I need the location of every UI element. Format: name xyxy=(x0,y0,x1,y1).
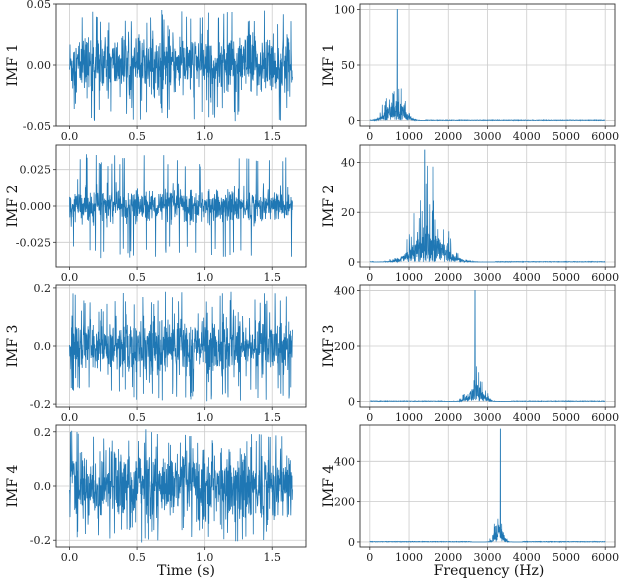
spec-imf-1-ytick-label-2: 100 xyxy=(334,4,355,17)
time-imf-4-ylabel: IMF 4 xyxy=(5,464,21,507)
spec-imf-3-xtick-label-0: 0 xyxy=(366,411,373,424)
spec-imf-3-ytick-label-0: 0 xyxy=(348,395,355,408)
time-imf-1-ylabel: IMF 1 xyxy=(5,44,21,87)
spec-imf-1-ytick-label-1: 50 xyxy=(341,59,355,72)
spec-imf-1-xtick-label-6: 6000 xyxy=(591,130,619,143)
time-imf-4-panel: 0.0 0.5 1.0 1.5 -0.2 0.0 0.2 IMF 4 xyxy=(5,424,307,564)
time-imf-2-xtick-label-3: 1.5 xyxy=(263,271,281,284)
time-imf-2-xtick-label-1: 0.5 xyxy=(128,271,146,284)
spec-imf-1-xtick-label-0: 0 xyxy=(366,130,373,143)
time-imf-1-series-line xyxy=(69,9,293,122)
spec-imf-1-xtick-label-5: 5000 xyxy=(552,130,580,143)
spec-imf-4-xtick-label-3: 3000 xyxy=(474,551,502,564)
spec-imf-4-ytick-label-0: 0 xyxy=(348,536,355,549)
spec-imf-3-xtick-label-5: 5000 xyxy=(552,411,580,424)
spec-imf-2-xtick-label-1: 1000 xyxy=(395,271,423,284)
time-imf-1-xtick-label-2: 1.0 xyxy=(196,130,214,143)
spec-imf-4-xtick-label-1: 1000 xyxy=(395,551,423,564)
spec-imf-4-xtick-label-2: 2000 xyxy=(434,551,462,564)
time-imf-3-ylabel: IMF 3 xyxy=(5,325,21,368)
time-imf-1-ytick-label-0: -0.05 xyxy=(23,120,51,133)
time-imf-1-panel: 0.0 0.5 1.0 1.5 -0.05 0.00 0.05 IMF 1 xyxy=(5,0,307,143)
time-imf-2-ytick-label-0: -0.025 xyxy=(16,236,51,249)
spec-imf-2-panel: 0 1000 2000 3000 4000 5000 6000 0 20 40 IMF 2 xyxy=(321,144,619,284)
time-imf-4-ytick-label-2: 0.2 xyxy=(34,426,52,439)
spec-imf-3-ytick-label-2: 400 xyxy=(334,285,355,298)
spec-imf-4-ytick-label-1: 200 xyxy=(334,496,355,509)
time-imf-1-xtick-label-3: 1.5 xyxy=(263,130,281,143)
spec-imf-2-xtick-label-2: 2000 xyxy=(434,271,462,284)
spec-imf-2-ytick-label-1: 20 xyxy=(341,206,355,219)
spec-imf-2-ylabel: IMF 2 xyxy=(321,185,337,228)
time-imf-2-ylabel: IMF 2 xyxy=(5,185,21,228)
spec-imf-4-ylabel: IMF 4 xyxy=(321,464,337,507)
spec-imf-1-xtick-label-1: 1000 xyxy=(395,130,423,143)
time-imf-4-ytick-label-0: -0.2 xyxy=(30,534,51,547)
time-imf-4-ytick-label-1: 0.0 xyxy=(34,480,52,493)
time-imf-2-series-line xyxy=(69,154,293,259)
time-imf-1-ytick-label-1: 0.00 xyxy=(27,59,52,72)
time-imf-3-ytick-label-0: -0.2 xyxy=(30,398,51,411)
time-imf-1-xtick-label-1: 0.5 xyxy=(128,130,146,143)
spec-imf-4-xtick-label-5: 5000 xyxy=(552,551,580,564)
time-imf-3-panel: 0.0 0.5 1.0 1.5 -0.2 0.0 0.2 IMF 3 xyxy=(5,282,307,424)
spec-imf-1-panel: 0 1000 2000 3000 4000 5000 6000 0 50 100 IMF 1 xyxy=(321,4,619,143)
spec-imf-1-xtick-label-2: 2000 xyxy=(434,130,462,143)
spec-imf-2-xtick-label-6: 6000 xyxy=(591,271,619,284)
spec-imf-3-xtick-label-2: 2000 xyxy=(434,411,462,424)
spec-imf-1-ylabel: IMF 1 xyxy=(321,44,337,87)
spec-imf-3-panel: 0 1000 2000 3000 4000 5000 6000 0 200 400 IMF 3 xyxy=(321,285,619,424)
time-imf-1-ytick-label-2: 0.05 xyxy=(27,0,52,11)
time-imf-3-ytick-label-2: 0.2 xyxy=(34,282,52,295)
time-imf-3-xtick-label-1: 0.5 xyxy=(128,411,146,424)
time-imf-4-xtick-label-2: 1.0 xyxy=(196,551,214,564)
spec-imf-3-ytick-label-1: 200 xyxy=(334,340,355,353)
time-imf-3-xtick-label-0: 0.0 xyxy=(61,411,79,424)
frequency-axis-label: Frequency (Hz) xyxy=(434,563,545,579)
spec-imf-3-ylabel: IMF 3 xyxy=(321,325,337,368)
time-imf-4-xtick-label-3: 1.5 xyxy=(263,551,281,564)
time-axis-label: Time (s) xyxy=(157,563,215,579)
spec-imf-2-xtick-label-5: 5000 xyxy=(552,271,580,284)
spec-imf-3-series-line xyxy=(369,290,606,403)
time-imf-4-series-line xyxy=(69,429,293,543)
spec-imf-4-series-line xyxy=(369,428,606,544)
time-imf-2-ytick-label-2: 0.025 xyxy=(20,164,52,177)
time-imf-2-ytick-label-1: 0.000 xyxy=(20,200,52,213)
spec-imf-2-series-line xyxy=(369,149,606,264)
time-imf-3-series-line xyxy=(69,291,293,402)
time-imf-2-xtick-label-2: 1.0 xyxy=(196,271,214,284)
spec-imf-3-xtick-label-3: 3000 xyxy=(474,411,502,424)
spec-imf-4-xtick-label-0: 0 xyxy=(366,551,373,564)
spec-imf-1-xtick-label-4: 4000 xyxy=(513,130,541,143)
spec-imf-2-xtick-label-4: 4000 xyxy=(513,271,541,284)
spec-imf-1-series-line xyxy=(369,9,606,122)
spec-imf-4-ytick-label-2: 400 xyxy=(334,455,355,468)
time-imf-2-panel: 0.0 0.5 1.0 1.5 -0.025 0.000 0.025 IMF 2 xyxy=(5,144,307,284)
spec-imf-2-ytick-label-2: 40 xyxy=(341,156,355,169)
spec-imf-2-xtick-label-3: 3000 xyxy=(474,271,502,284)
time-imf-4-xtick-label-1: 0.5 xyxy=(128,551,146,564)
time-imf-3-xtick-label-3: 1.5 xyxy=(263,411,281,424)
spec-imf-4-xtick-label-6: 6000 xyxy=(591,551,619,564)
spec-imf-1-ytick-label-0: 0 xyxy=(348,114,355,127)
spec-imf-3-xtick-label-6: 6000 xyxy=(591,411,619,424)
spec-imf-4-xtick-label-4: 4000 xyxy=(513,551,541,564)
time-imf-1-xtick-label-0: 0.0 xyxy=(61,130,79,143)
spec-imf-3-xtick-label-4: 4000 xyxy=(513,411,541,424)
time-imf-3-ytick-label-1: 0.0 xyxy=(34,340,52,353)
spec-imf-3-xtick-label-1: 1000 xyxy=(395,411,423,424)
spec-imf-2-xtick-label-0: 0 xyxy=(366,271,373,284)
spec-imf-1-xtick-label-3: 3000 xyxy=(474,130,502,143)
time-imf-3-xtick-label-2: 1.0 xyxy=(196,411,214,424)
spec-imf-2-ytick-label-0: 0 xyxy=(348,256,355,269)
time-imf-4-xtick-label-0: 0.0 xyxy=(61,551,79,564)
time-imf-2-xtick-label-0: 0.0 xyxy=(61,271,79,284)
